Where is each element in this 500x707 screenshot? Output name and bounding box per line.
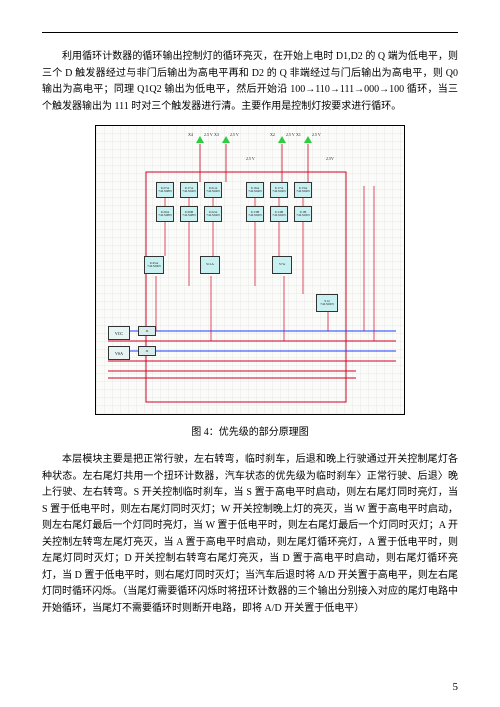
chip-u20a: U20A74LS08N [156,206,174,222]
figure-4-caption: 图 4：优先级的部分原理图 [42,423,458,438]
chip-u16a: U16A74LS04N [246,182,264,198]
chip-u13b: U13B74LS02N [246,206,264,222]
voltage-label: 2.5 V [312,132,321,137]
switch-j1: J1 [138,346,156,356]
page-number: 5 [453,681,459,693]
led-label: X1 [296,132,301,137]
led-x1 [304,136,312,143]
led-x3 [222,136,230,143]
paragraph-1: 利用循环计数器的循环输出控制灯的循环亮灭，在开始上电时 D1,D2 的 Q 端为… [42,49,458,115]
chip-u21a: U21A74LS04N [204,182,222,198]
chip-u17a: U17A74LS04N [180,182,198,198]
voltage-label: 2.5 V [246,156,255,161]
led-x4 [196,136,204,143]
led-x2 [278,136,286,143]
paragraph-2: 本层模块主要是把正常行驶，左右转弯，临时刹车，后退和晚上行驶通过开关控制尾灯各种… [42,452,458,617]
vcc-block: VCC [108,326,130,340]
figure-4-container: U27A74LS08N U17A74LS04N U21A74LS04N U16A74L… [42,125,458,415]
chip-u14b: U14B74LS02N [270,206,288,222]
chip-u1b: U1B74LS02N [294,206,312,222]
chip-u22a: U22A74LS04N [204,206,222,222]
wire-layer [96,126,404,414]
voltage-label: 2.5V [326,156,334,161]
chip-u45a: U45A74LS04N [144,256,164,274]
chip-s11a: S11A [200,256,220,274]
chip-u20b: U20B74LS08N [180,206,198,222]
led-label: X3 [214,132,219,137]
circuit-diagram: U27A74LS08N U17A74LS04N U21A74LS04N U16A74L… [95,125,405,415]
voltage-label: 2.5 V [230,132,239,137]
chip-u13a: U13A74LS04N [294,182,312,198]
voltage-label: 2.5 V [286,132,295,137]
chip-s7a: S7A [272,256,292,274]
led-label: X2 [270,132,275,137]
led-label: X4 [188,132,193,137]
chip-s12: S1274LS02N [316,294,338,312]
vcc-block: VSA [108,346,130,360]
voltage-label: 2.5 V [204,132,213,137]
page-top-rule [42,32,458,33]
chip-u27a: U27A74LS08N [156,182,174,198]
chip-u17a: U17A74LS04N [270,182,288,198]
switch-j1: J1 [138,326,156,336]
